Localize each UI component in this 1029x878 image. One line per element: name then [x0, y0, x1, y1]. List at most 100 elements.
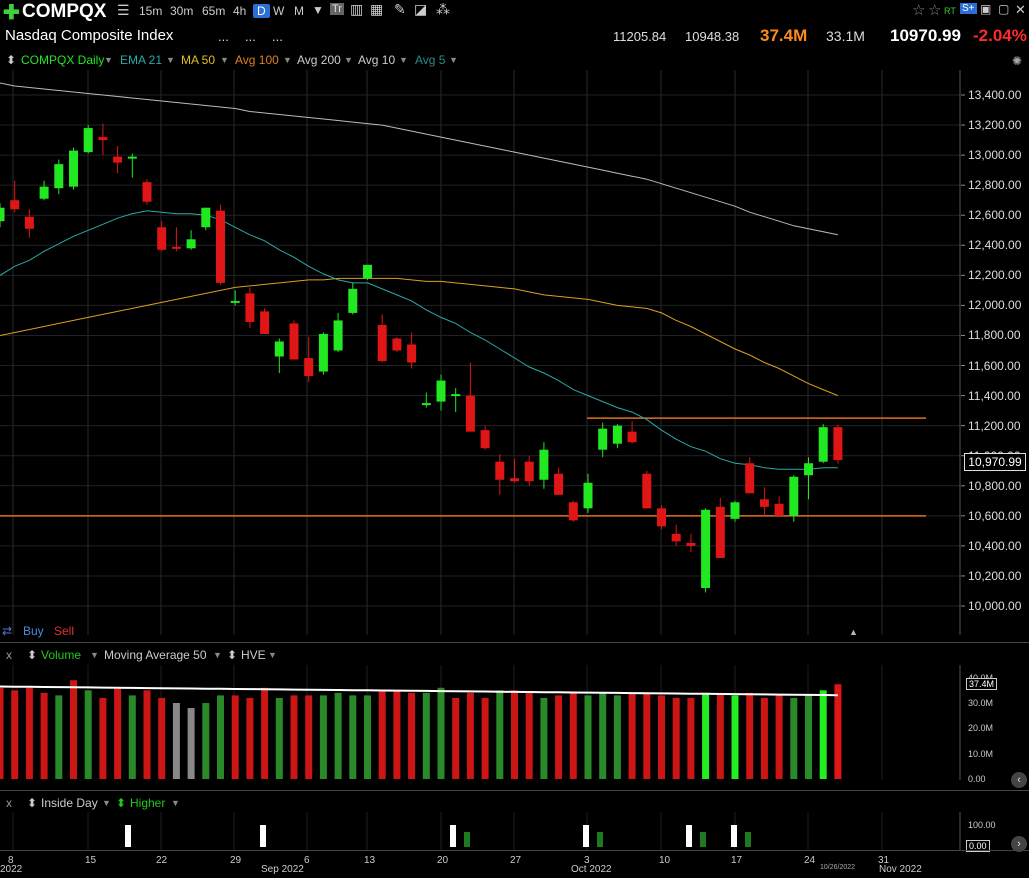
date-tick-label: 3: [584, 855, 590, 866]
month-label-nov: Nov 2022: [879, 864, 922, 875]
tf-w[interactable]: W: [273, 4, 285, 18]
legend-avg5[interactable]: Avg 5: [415, 53, 446, 67]
date-tick-label: 29: [230, 855, 242, 866]
legend-ema21[interactable]: EMA 21: [120, 53, 163, 67]
info-bar: Nasdaq Composite Index ... ... ... 11205…: [0, 25, 1029, 47]
symbol-input[interactable]: COMPQX: [22, 1, 107, 22]
compare-icon[interactable]: ▦: [370, 1, 384, 17]
tf-4h[interactable]: 4h: [233, 4, 247, 18]
inside-day-bar: [686, 825, 692, 847]
add-symbol-icon[interactable]: ✚: [3, 2, 20, 24]
legend-ma50[interactable]: MA 50: [181, 53, 216, 67]
legend-avg100-dropdown-icon[interactable]: ▼: [283, 55, 292, 65]
volume-bar: [760, 697, 768, 779]
tf-65m[interactable]: 65m: [202, 4, 226, 18]
alert-star-icon[interactable]: ☆: [928, 2, 942, 19]
month-label-sep: Sep 2022: [261, 864, 304, 875]
list-icon[interactable]: ☰: [117, 2, 130, 18]
candle-body: [186, 239, 196, 249]
inside-day-bar: [125, 825, 131, 847]
volume-bar: [11, 690, 19, 779]
volume-bar: [128, 695, 136, 779]
realtime-icon: RT: [944, 6, 956, 16]
candle-body: [39, 186, 49, 199]
candle-body: [201, 207, 211, 228]
collapse-triangle-icon[interactable]: ▲: [849, 627, 858, 637]
legend-avg100[interactable]: Avg 100: [235, 53, 279, 67]
price-axis-label: 10,400.00: [968, 538, 1022, 553]
legend-avg10[interactable]: Avg 10: [358, 53, 396, 67]
volume-axis-label: 30.0M: [968, 698, 994, 708]
volume-ma-label[interactable]: Moving Average 50: [104, 648, 207, 662]
inside-day-dropdown-icon[interactable]: ▼: [102, 798, 111, 808]
inside-day-arrow-icon[interactable]: ⬍: [27, 796, 38, 810]
volume-close-button[interactable]: x: [6, 648, 12, 662]
candle-body: [730, 502, 740, 519]
volume-label[interactable]: Volume: [41, 648, 82, 662]
settings-gear-icon[interactable]: ✺: [1012, 54, 1023, 68]
volume-bar: [349, 695, 357, 779]
higher-label[interactable]: Higher: [130, 796, 166, 810]
scroll-right-icon[interactable]: ›: [1011, 836, 1027, 852]
settings-icon[interactable]: ▣: [980, 2, 992, 16]
legend-avg200[interactable]: Avg 200: [297, 53, 341, 67]
tf-15m[interactable]: 15m: [139, 4, 163, 18]
chart-type-icon[interactable]: Tr: [330, 3, 344, 15]
volume-ma-dropdown-icon[interactable]: ▼: [213, 650, 222, 660]
indicator-axis-bottom: 0.00: [966, 840, 990, 852]
candle-body: [10, 200, 20, 210]
volume-bar: [246, 697, 254, 779]
buy-sell-icon[interactable]: ⇄: [2, 624, 13, 638]
tf-m[interactable]: M: [294, 4, 304, 18]
hve-label[interactable]: HVE: [241, 648, 266, 662]
hve-arrow-icon[interactable]: ⬍: [227, 648, 238, 662]
sell-button[interactable]: Sell: [54, 624, 75, 638]
share-icon[interactable]: ⁂: [436, 1, 450, 17]
volume-bar: [84, 690, 92, 779]
volume-axis-label: 0.00: [968, 774, 986, 784]
indicator-pane-divider: [0, 790, 1029, 791]
volume-arrow-icon[interactable]: ⬍: [27, 648, 38, 662]
date-tick-label: 31: [878, 855, 890, 866]
close-icon[interactable]: ✕: [1015, 2, 1026, 17]
volume-bar: [70, 680, 77, 779]
higher-arrow-icon[interactable]: ⬍: [116, 796, 127, 810]
tf-dropdown-icon[interactable]: ▼: [312, 3, 324, 17]
change-value: -2.04%: [973, 26, 1027, 45]
window-icon[interactable]: ▢: [998, 2, 1010, 16]
indicator-close-button[interactable]: x: [6, 796, 12, 810]
s-plus-icon[interactable]: S+: [960, 3, 977, 14]
volume-bar: [790, 697, 798, 779]
volume-bar: [819, 690, 827, 779]
volume-bar: [452, 697, 460, 779]
legend-avg10-dropdown-icon[interactable]: ▼: [399, 55, 408, 65]
legend-symbol-daily[interactable]: COMPQX Daily: [21, 53, 105, 67]
volume-dropdown-icon[interactable]: ▼: [90, 650, 99, 660]
legend-arrow-icon[interactable]: ⬍: [6, 53, 17, 67]
tf-d[interactable]: D: [253, 4, 270, 18]
legend-dropdown-icon[interactable]: ▼: [104, 55, 113, 65]
star-icon[interactable]: ☆: [912, 2, 926, 19]
volume-value: 37.4M: [760, 26, 808, 45]
buy-button[interactable]: Buy: [23, 624, 44, 638]
chart-style-icon[interactable]: ▥: [350, 1, 364, 17]
legend-ema21-dropdown-icon[interactable]: ▼: [166, 55, 175, 65]
hve-dropdown-icon[interactable]: ▼: [268, 650, 277, 660]
legend-ma50-dropdown-icon[interactable]: ▼: [220, 55, 229, 65]
last-price-value: 10970.99: [890, 26, 961, 45]
inside-day-bar: [583, 825, 589, 847]
volume-bar: [114, 687, 122, 779]
draw-icon[interactable]: ✎: [394, 1, 406, 17]
inside-day-label[interactable]: Inside Day: [41, 796, 98, 810]
layout-icon[interactable]: ◪: [414, 1, 428, 17]
info-dots-1: ...: [218, 29, 229, 44]
higher-dropdown-icon[interactable]: ▼: [171, 798, 180, 808]
candle-body: [583, 482, 593, 509]
legend-avg200-dropdown-icon[interactable]: ▼: [344, 55, 353, 65]
volume-bar: [25, 687, 33, 779]
scroll-left-icon[interactable]: ‹: [1011, 772, 1027, 788]
info-dots-3: ...: [272, 29, 283, 44]
tf-30m[interactable]: 30m: [170, 4, 194, 18]
legend-avg5-dropdown-icon[interactable]: ▼: [449, 55, 458, 65]
